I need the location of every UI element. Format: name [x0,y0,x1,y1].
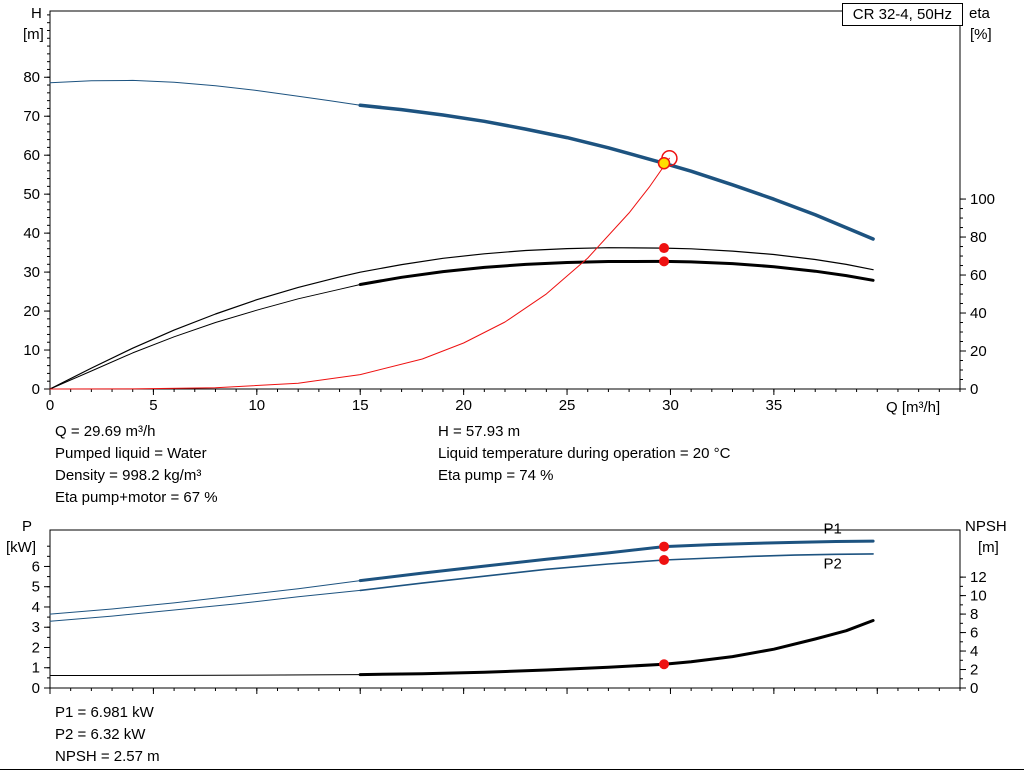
y-right-tick-label: 4 [970,643,978,660]
x-tick-label: 30 [662,397,679,414]
y-right-tick-label: 2 [970,662,978,679]
y-left-tick-label: 1 [32,660,40,677]
info-line-eta-pump: Eta pump = 74 % [438,467,554,484]
system-curve [49,157,670,390]
x-tick-label: 35 [766,397,783,414]
bottom-rule [0,769,1024,770]
y-right-tick-label: 6 [970,625,978,642]
info-line-temperature: Liquid temperature during operation = 20… [438,445,731,462]
operating-info-right: H = 57.93 m Liquid temperature during op… [438,421,730,487]
curve-label-P2: P2 [824,555,842,572]
p2-extension [49,589,361,622]
eta-pump-motor-point [659,256,670,267]
y-right-tick-label: 0 [970,680,978,697]
y-left-tick-label: 80 [23,69,40,86]
x-tick-label: 15 [352,397,369,414]
y-left-tick-label: 40 [23,225,40,242]
h-axis-label: H [31,5,42,22]
q-axis-label: Q [m³/h] [886,399,941,416]
info-line-q: Q = 29.69 m³/h [55,423,156,440]
info-line-density: Density = 998.2 kg/m³ [55,467,202,484]
y-right-tick-label: 8 [970,606,978,623]
y-left-tick-label: 6 [32,558,40,575]
npsh-point [659,659,670,670]
y-left-tick-label: 3 [32,619,40,636]
eta-pump-motor-extension [49,284,361,390]
y-left-tick-label: 10 [23,342,40,359]
operating-info-left: Q = 29.69 m³/h Pumped liquid = Water Den… [55,421,218,509]
head-curve-extension [49,79,361,106]
eta-axis-unit: [%] [970,26,992,43]
x-tick-label: 0 [46,397,54,414]
y-right-tick-label: 12 [970,569,987,586]
y-right-tick-label: 60 [970,267,987,284]
y-right-tick-label: 20 [970,343,987,360]
npsh-extension [49,674,361,676]
y-left-tick-label: 60 [23,147,40,164]
p-axis-label: P [22,518,33,535]
h-axis-unit: [m] [23,26,44,43]
p1-curve [358,539,875,583]
pump-title-box: CR 32-4, 50Hz [841,3,963,26]
y-left-tick-label: 70 [23,108,40,125]
power-info: P1 = 6.981 kW P2 = 6.32 kW NPSH = 2.57 m [55,702,160,768]
info-line-h: H = 57.93 m [438,423,521,440]
y-left-tick-label: 0 [32,381,40,398]
head-curve [358,103,875,241]
y-right-tick-label: 80 [970,229,987,246]
x-tick-label: 5 [149,397,157,414]
p-axis-unit: [kW] [6,539,36,556]
p2-point [659,554,670,565]
curve-label-P1: P1 [824,521,842,538]
y-left-tick-label: 30 [23,264,40,281]
y-right-tick-label: 100 [970,191,995,208]
x-tick-label: 25 [559,397,576,414]
p1-point [659,541,670,552]
y-right-tick-label: 40 [970,305,987,322]
duty-point [657,157,671,170]
y-right-tick-label: 10 [970,588,987,605]
info-line-liquid: Pumped liquid = Water [55,445,207,462]
y-left-tick-label: 5 [32,579,40,596]
info-line-p2: P2 = 6.32 kW [55,726,146,743]
npsh-axis-label: NPSH [965,518,1007,535]
eta-axis-label: eta [969,5,990,22]
y-left-tick-label: 4 [32,599,40,616]
hq-eta-chart: 0 5 10 15 20 25 30 35 0 10 20 30 40 50 60 70 80 0 20 40 60 80… [23,10,995,414]
x-tick-label: 10 [248,397,265,414]
y-left-tick-label: 0 [32,680,40,697]
y-left-tick-label: 2 [32,639,40,656]
x-tick-label: 20 [455,397,472,414]
y-left-tick-label: 20 [23,303,40,320]
eta-pump-point [659,243,670,254]
eta-pump-curve [49,247,874,390]
p1-extension [49,580,361,615]
y-right-tick-label: 0 [970,381,978,398]
y-left-tick-label: 50 [23,186,40,203]
info-line-npsh: NPSH = 2.57 m [55,748,160,765]
npsh-curve [358,619,875,677]
eta-pump-motor-curve [358,259,875,286]
info-line-eta-total: Eta pump+motor = 67 % [55,489,218,506]
npsh-axis-unit: [m] [978,539,999,556]
info-line-p1: P1 = 6.981 kW [55,704,154,721]
